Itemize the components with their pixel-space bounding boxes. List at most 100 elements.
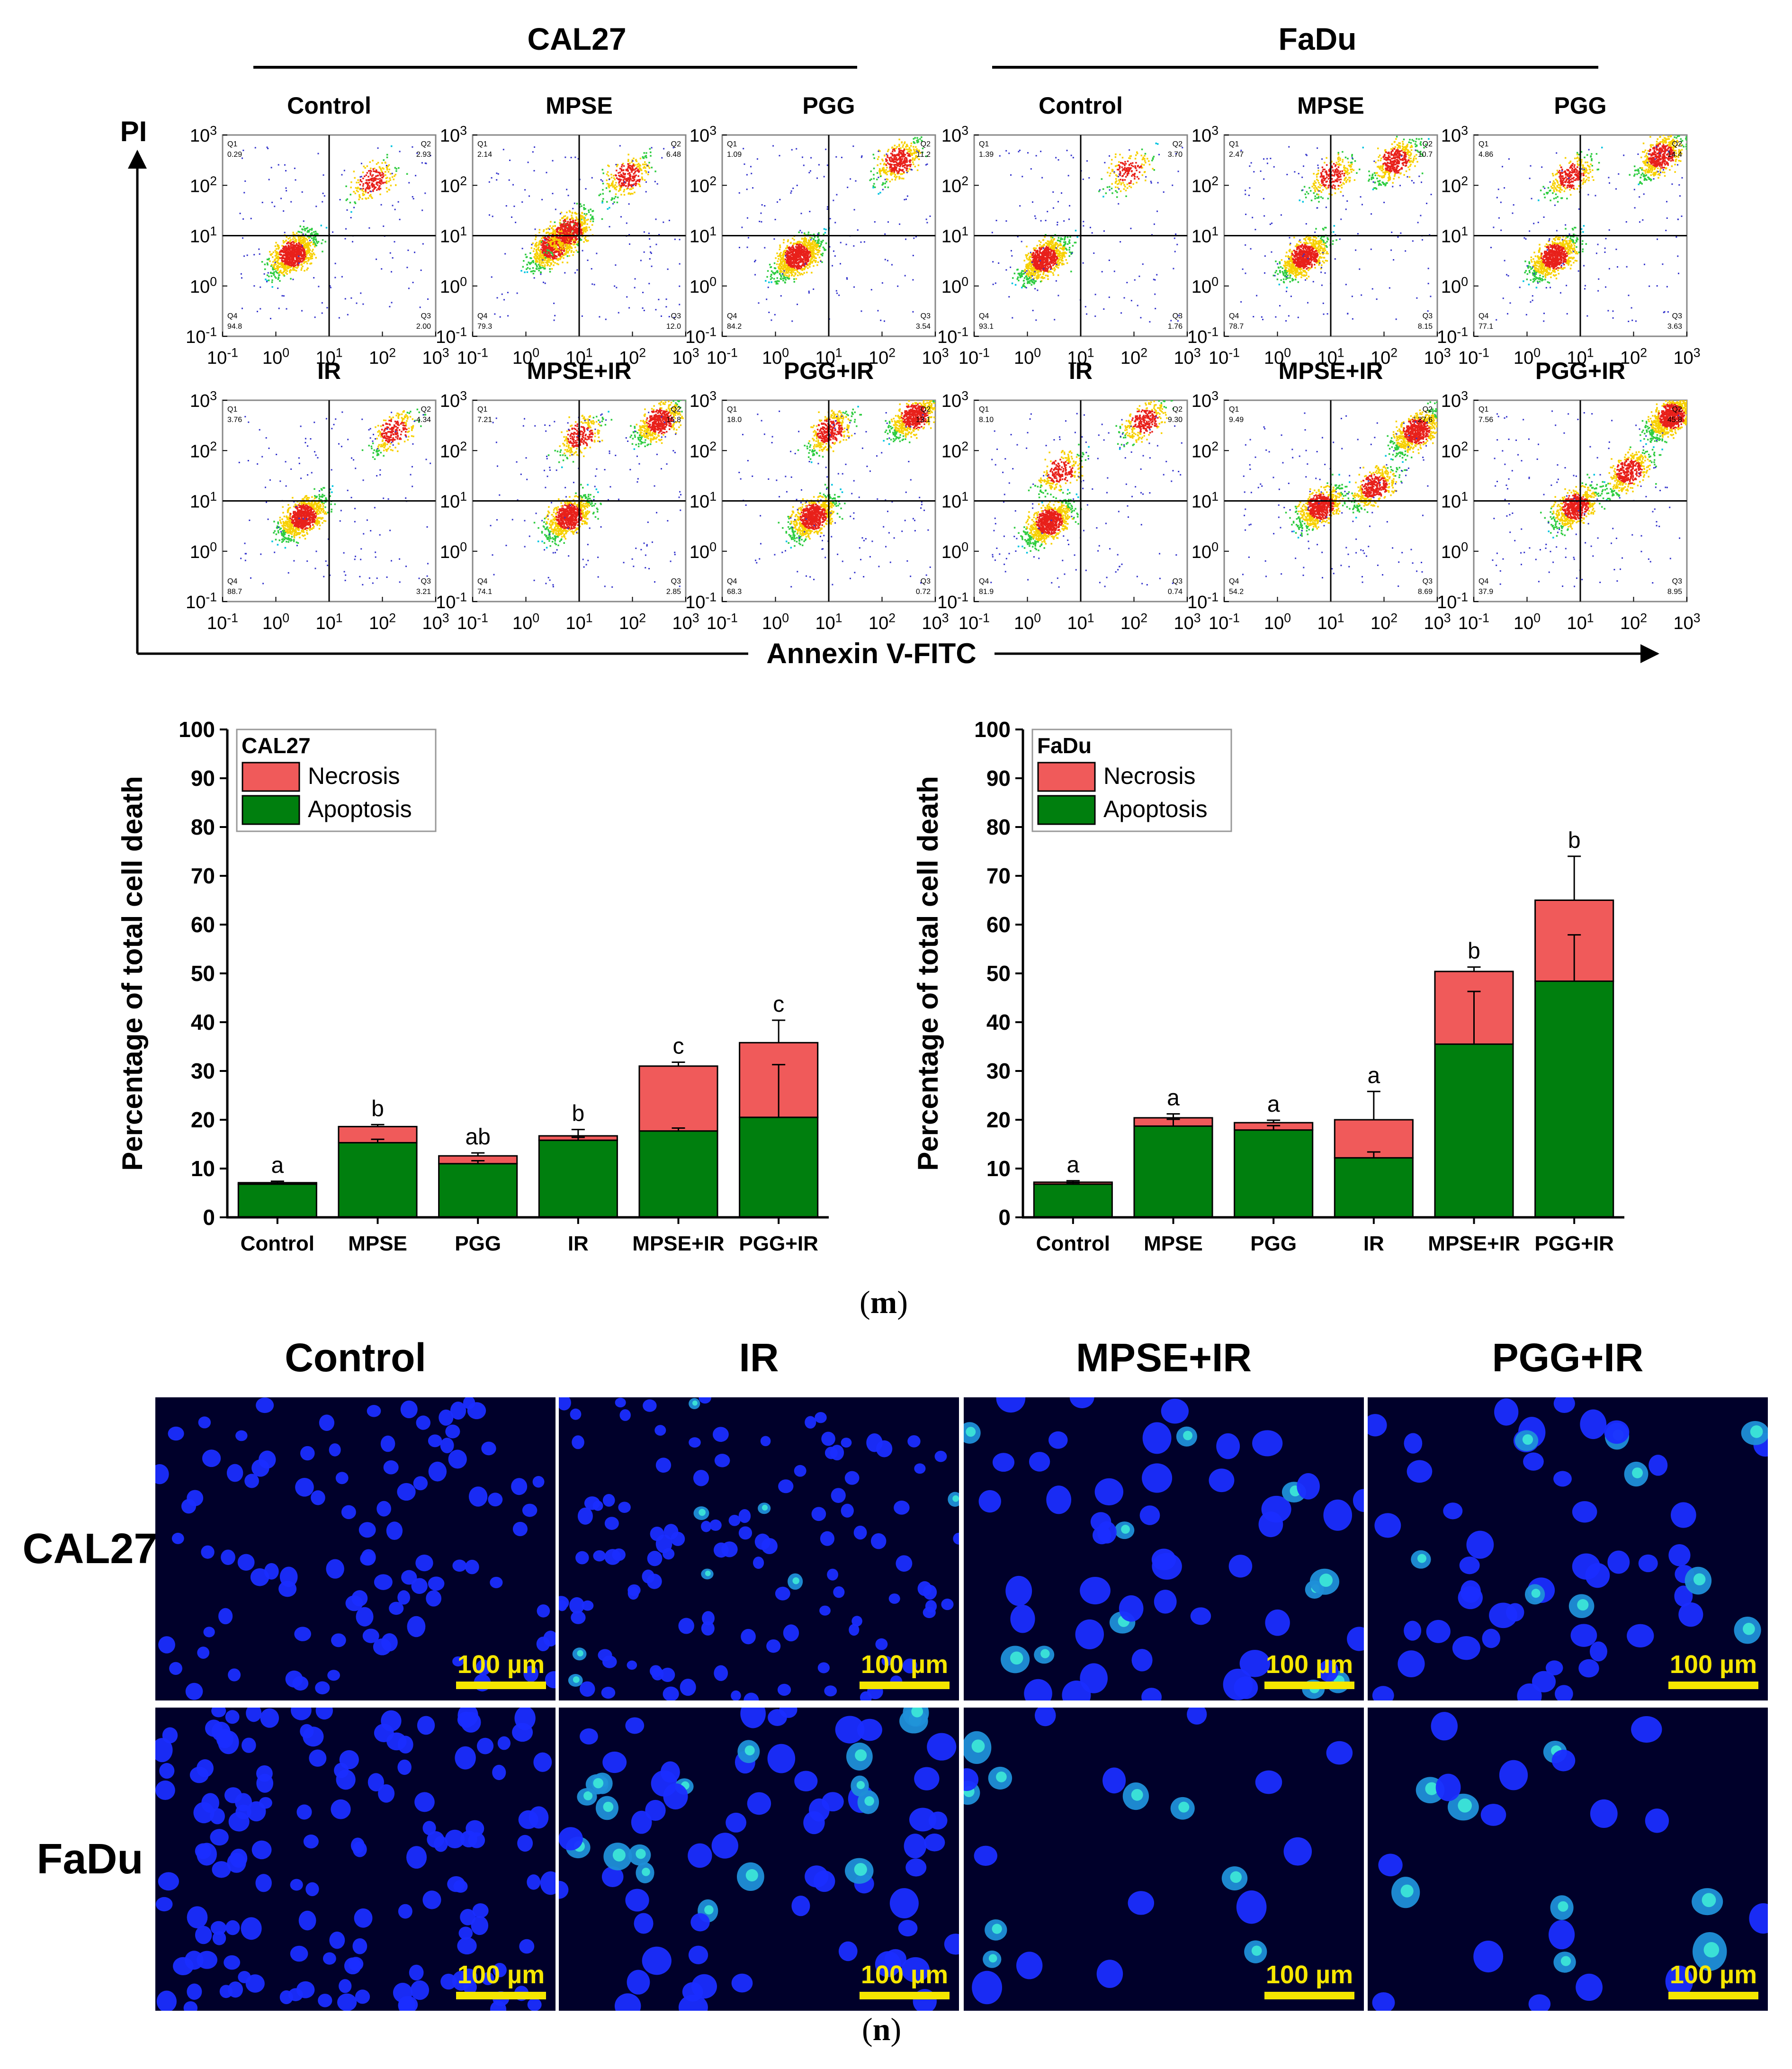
legend-item-necrosis: Necrosis xyxy=(1103,763,1195,789)
scale-bar-label: 100 µm xyxy=(1266,1650,1353,1679)
q3-label: Q3 xyxy=(1423,312,1433,320)
x-tick-label: 100 xyxy=(1014,611,1041,633)
x-tick-label: 100 xyxy=(762,611,789,633)
q4-value: 78.7 xyxy=(1229,323,1244,331)
y-tick-label: 50 xyxy=(191,961,215,986)
y-tick-label: 10-1 xyxy=(937,590,968,612)
bar-apoptosis-control xyxy=(237,1183,317,1218)
y-tick-label: 90 xyxy=(986,766,1011,791)
q3-label: Q3 xyxy=(671,577,681,585)
flow-plot-cal27-pgg-ir: PGG+IR Q1 18.0 Q2 13.1 Q3 0.72 Q4 68.3 10-1 100 101… xyxy=(685,358,949,633)
legend: CAL27 Necrosis Apoptosis xyxy=(236,729,437,832)
x-tick-label: IR xyxy=(1363,1232,1384,1255)
y-tick-label: 30 xyxy=(986,1059,1011,1083)
y-tick-label: 10 xyxy=(986,1156,1011,1181)
legend-item-apoptosis: Apoptosis xyxy=(1103,796,1208,822)
pi-axis-label: PI xyxy=(120,116,147,147)
flow-plot-title: MPSE xyxy=(546,92,613,119)
y-tick-label: 10-1 xyxy=(186,325,217,347)
x-tick-label: 100 xyxy=(262,346,289,368)
flow-plot-cal27-mpse-ir: MPSE+IR Q1 7.21 Q2 15.8 Q3 2.85 Q4 74.1 10-1 100 10… xyxy=(436,358,699,633)
x-tick-label: 101 xyxy=(1067,611,1094,633)
y-axis-label: Percentage of total cell death xyxy=(912,776,944,1171)
y-tick-label: 101 xyxy=(690,489,717,512)
q1-value: 9.49 xyxy=(1229,416,1244,424)
q1-value: 4.86 xyxy=(1478,151,1493,159)
significance-letter: b xyxy=(1568,828,1581,853)
scale-bar-label: 100 µm xyxy=(457,1650,545,1679)
y-tick-label: 10-1 xyxy=(186,590,217,612)
significance-letter: a xyxy=(1167,1086,1180,1111)
nuclei xyxy=(1368,1397,1768,1700)
significance-letter: a xyxy=(1066,1152,1079,1178)
q2-label: Q2 xyxy=(1173,405,1183,414)
y-axis-label: Percentage of total cell death xyxy=(116,776,148,1171)
y-tick-label: 10-1 xyxy=(1437,590,1468,612)
x-tick-label: 10-1 xyxy=(707,611,738,633)
y-tick-label: 100 xyxy=(974,717,1011,742)
y-tick-label: 100 xyxy=(690,274,717,297)
q3-label: Q3 xyxy=(671,312,681,320)
bar-apoptosis-ir xyxy=(538,1139,618,1218)
scale-bar-label: 100 µm xyxy=(1670,1961,1757,1989)
y-tick-label: 101 xyxy=(941,224,968,246)
x-tick-label: 100 xyxy=(1514,346,1541,368)
q1-label: Q1 xyxy=(979,405,989,414)
y-tick-label: 103 xyxy=(440,389,467,411)
x-tick-label: MPSE xyxy=(348,1232,407,1255)
y-tick-label: 103 xyxy=(941,389,968,411)
q3-value: 3.63 xyxy=(1667,323,1682,331)
y-tick-label: 20 xyxy=(191,1107,215,1132)
y-tick-label: 102 xyxy=(440,439,467,461)
micro-row-label: FaDu xyxy=(37,1835,143,1883)
x-tick-label: 102 xyxy=(869,611,896,633)
flow-events xyxy=(738,136,931,322)
x-tick-label: PGG+IR xyxy=(739,1232,818,1255)
y-tick-label: 103 xyxy=(1192,389,1219,411)
x-tick-label: 103 xyxy=(1174,346,1201,368)
y-tick-label: 103 xyxy=(1192,124,1219,146)
y-tick-label: 10-1 xyxy=(937,325,968,347)
y-tick-label: 100 xyxy=(1441,274,1468,297)
flow-plot-cal27-ir: IR Q1 3.76 Q2 4.34 Q3 3.21 Q4 88.7 10-1 100 101 102 1… xyxy=(186,358,449,633)
legend-title: FaDu xyxy=(1037,733,1092,758)
nuclei xyxy=(964,1708,1353,2005)
x-tick-label: 101 xyxy=(315,346,342,368)
q1-label: Q1 xyxy=(1478,405,1488,414)
nuclei xyxy=(559,1397,959,1700)
scale-bar xyxy=(456,1682,546,1689)
q2-value: 2.93 xyxy=(416,151,431,159)
flow-events xyxy=(990,400,1183,588)
x-tick-label: 102 xyxy=(619,346,646,368)
x-tick-label: 10-1 xyxy=(1458,611,1489,633)
x-tick-label: 101 xyxy=(815,346,842,368)
x-tick-label: 102 xyxy=(369,611,396,633)
q2-label: Q2 xyxy=(1173,140,1183,148)
y-tick-label: 103 xyxy=(690,389,717,411)
flow-plot-fadu-control: Control Q1 1.39 Q2 3.70 Q3 1.76 Q4 93.1 10-1 100 10… xyxy=(937,92,1201,368)
x-tick-label: 10-1 xyxy=(207,346,238,368)
x-tick-label: 10-1 xyxy=(457,611,488,633)
q1-value: 2.47 xyxy=(1229,151,1244,159)
significance-letter: b xyxy=(572,1101,584,1126)
q3-value: 0.72 xyxy=(916,588,931,596)
q1-label: Q1 xyxy=(1229,405,1239,414)
y-tick-label: 103 xyxy=(190,389,217,411)
y-tick-label: 10 xyxy=(191,1156,215,1181)
y-tick-label: 30 xyxy=(191,1059,215,1083)
x-tick-label: 101 xyxy=(1317,346,1344,368)
flow-plot-fadu-mpse: MPSE Q1 2.47 Q2 10.7 Q3 8.15 Q4 78.7 10-1 100 101 10… xyxy=(1187,92,1451,368)
q3-value: 0.74 xyxy=(1168,588,1183,596)
micro-image-fadu-mpse-ir: 100 µm xyxy=(964,1708,1364,2011)
q2-label: Q2 xyxy=(1672,140,1682,148)
q4-label: Q4 xyxy=(1229,312,1239,320)
micro-col-title: IR xyxy=(739,1335,779,1380)
scale-bar xyxy=(860,1992,950,1999)
q2-value: 10.7 xyxy=(1418,151,1433,159)
y-tick-label: 102 xyxy=(190,439,217,461)
q3-value: 8.15 xyxy=(1418,323,1433,331)
flow-plot-title: MPSE+IR xyxy=(527,358,632,384)
micro-image-fadu-ir: 100 µm xyxy=(559,1708,959,2011)
y-tick-label: 102 xyxy=(941,439,968,461)
flow-plot-title: Control xyxy=(287,92,371,119)
